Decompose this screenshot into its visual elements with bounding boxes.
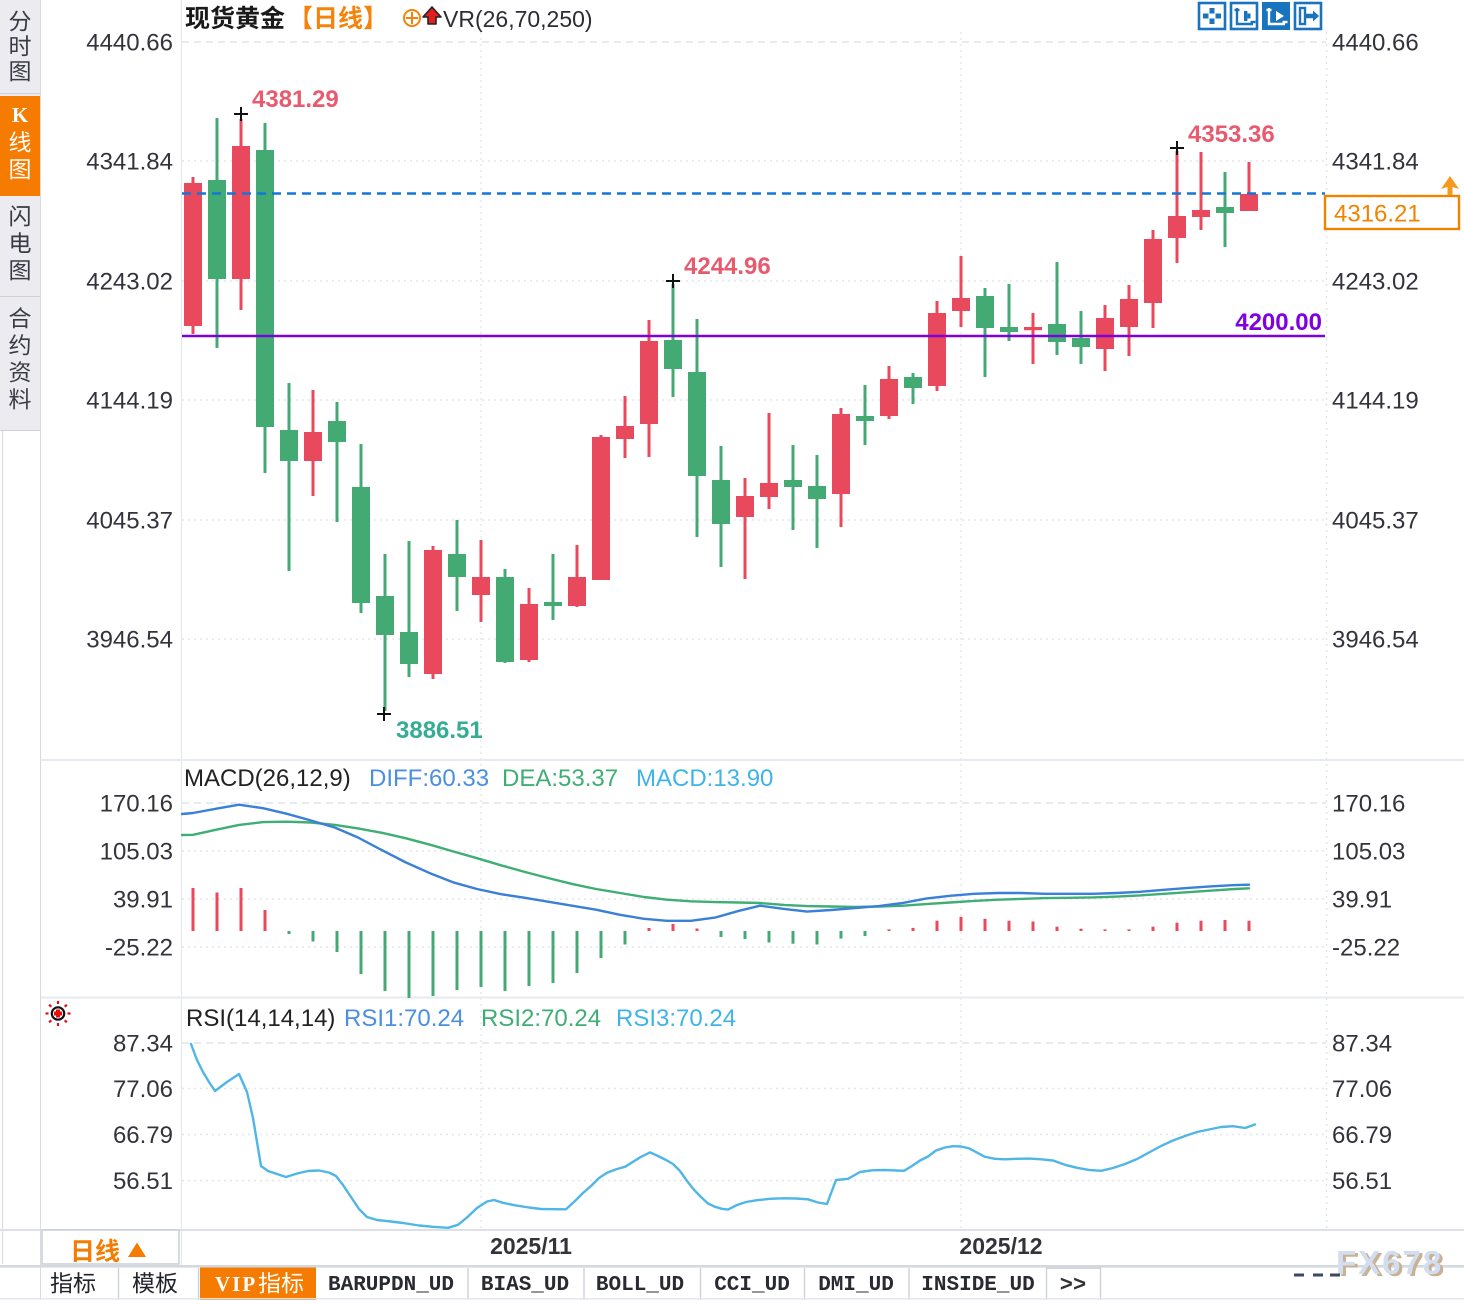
svg-text:105.03: 105.03 <box>1332 839 1405 866</box>
svg-text:56.51: 56.51 <box>1332 1168 1392 1195</box>
svg-text:RSI3:70.24: RSI3:70.24 <box>616 1005 736 1032</box>
svg-text:4144.19: 4144.19 <box>86 388 173 415</box>
svg-text:77.06: 77.06 <box>1332 1076 1392 1103</box>
svg-text:DMI_UD: DMI_UD <box>818 1274 894 1297</box>
svg-text:77.06: 77.06 <box>113 1076 173 1103</box>
svg-text:4244.96: 4244.96 <box>684 253 771 280</box>
svg-text:4243.02: 4243.02 <box>1332 269 1419 296</box>
svg-text:39.91: 39.91 <box>1332 887 1392 914</box>
svg-text:RSI1:70.24: RSI1:70.24 <box>344 1005 464 1032</box>
svg-text:56.51: 56.51 <box>113 1168 173 1195</box>
svg-text:87.34: 87.34 <box>113 1031 173 1058</box>
svg-text:3946.54: 3946.54 <box>1332 627 1419 654</box>
svg-text:2025/11: 2025/11 <box>490 1233 572 1259</box>
svg-text:MACD:13.90: MACD:13.90 <box>636 765 773 792</box>
svg-text:-25.22: -25.22 <box>105 935 173 962</box>
svg-text:4440.66: 4440.66 <box>1332 30 1419 57</box>
svg-text:RSI(14,14,14): RSI(14,14,14) <box>186 1005 335 1032</box>
svg-text:4341.84: 4341.84 <box>86 149 173 176</box>
svg-text:4144.19: 4144.19 <box>1332 388 1419 415</box>
svg-text:DIFF:60.33: DIFF:60.33 <box>369 765 489 792</box>
svg-text:3946.54: 3946.54 <box>86 627 173 654</box>
svg-text:CCI_UD: CCI_UD <box>714 1274 790 1297</box>
svg-text:FX678: FX678 <box>1336 1244 1443 1281</box>
svg-text:BOLL_UD: BOLL_UD <box>596 1274 684 1297</box>
svg-text:4381.29: 4381.29 <box>252 86 339 113</box>
svg-text:INSIDE_UD: INSIDE_UD <box>921 1274 1034 1297</box>
svg-text:4200.00: 4200.00 <box>1235 309 1322 336</box>
svg-text:4316.21: 4316.21 <box>1334 201 1421 228</box>
svg-text:170.16: 170.16 <box>1332 791 1405 818</box>
svg-text:105.03: 105.03 <box>100 839 173 866</box>
svg-text:K: K <box>12 103 29 127</box>
svg-text:66.79: 66.79 <box>113 1122 173 1149</box>
svg-text:4045.37: 4045.37 <box>1332 508 1419 535</box>
svg-text:BARUPDN_UD: BARUPDN_UD <box>328 1274 454 1297</box>
svg-text:66.79: 66.79 <box>1332 1122 1392 1149</box>
svg-text:>>: >> <box>1060 1273 1086 1298</box>
svg-text:MACD(26,12,9): MACD(26,12,9) <box>184 765 351 792</box>
svg-text:-25.22: -25.22 <box>1332 935 1400 962</box>
svg-text:4341.84: 4341.84 <box>1332 149 1419 176</box>
svg-text:4045.37: 4045.37 <box>86 508 173 535</box>
svg-text:4440.66: 4440.66 <box>86 30 173 57</box>
svg-text:VR(26,70,250): VR(26,70,250) <box>443 6 593 32</box>
svg-text:BIAS_UD: BIAS_UD <box>481 1274 569 1297</box>
svg-text:RSI2:70.24: RSI2:70.24 <box>481 1005 601 1032</box>
svg-text:FX678: FX678 <box>1339 1246 1446 1283</box>
svg-text:170.16: 170.16 <box>100 791 173 818</box>
svg-text:87.34: 87.34 <box>1332 1031 1392 1058</box>
svg-text:DEA:53.37: DEA:53.37 <box>502 765 618 792</box>
svg-text:4243.02: 4243.02 <box>86 269 173 296</box>
svg-text:39.91: 39.91 <box>113 887 173 914</box>
svg-text:VIP: VIP <box>215 1272 257 1296</box>
svg-text:2025/12: 2025/12 <box>959 1233 1042 1259</box>
svg-text:4353.36: 4353.36 <box>1188 121 1275 148</box>
svg-text:3886.51: 3886.51 <box>396 717 483 744</box>
